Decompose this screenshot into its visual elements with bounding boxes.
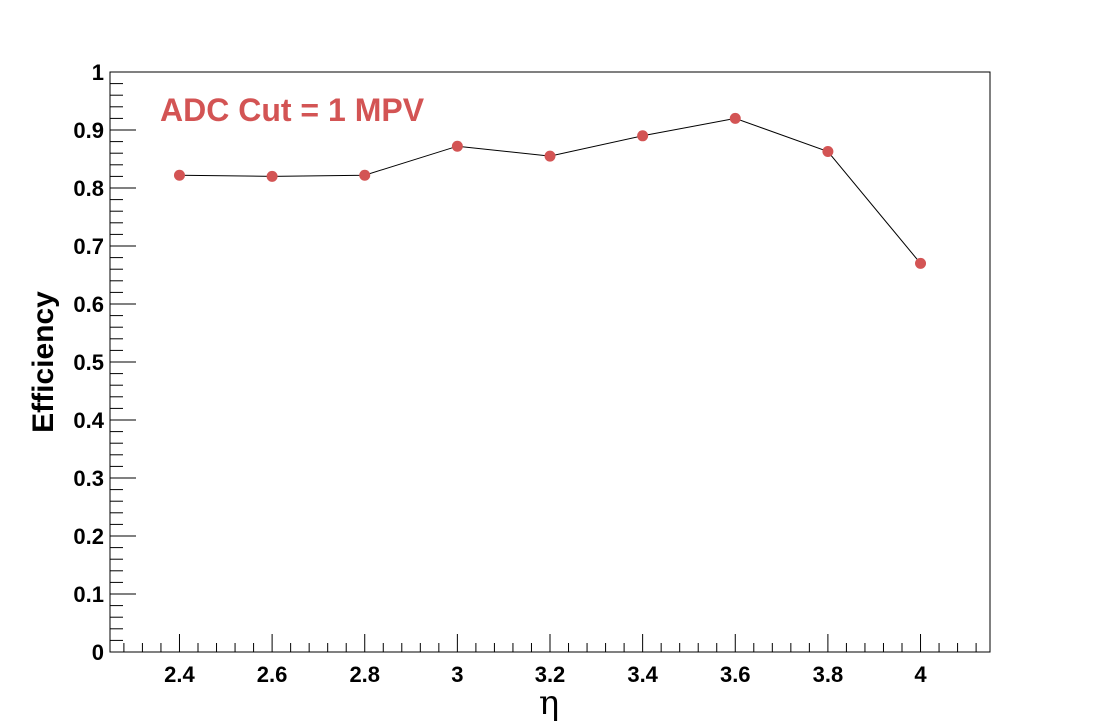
data-point — [544, 150, 556, 162]
x-tick-label: 3 — [451, 662, 463, 687]
y-tick-label: 0.2 — [73, 524, 104, 549]
x-tick-label: 2.4 — [164, 662, 195, 687]
y-tick-label: 0 — [92, 640, 104, 665]
x-axis-tick-labels: 2.4 2.6 2.8 3 3.2 3.4 3.6 3.8 4 — [164, 662, 927, 687]
y-tick-label: 0.4 — [73, 408, 104, 433]
series-line — [179, 117, 921, 264]
adc-cut-annotation: ADC Cut = 1 MPV — [160, 92, 425, 128]
data-point — [637, 130, 649, 142]
data-point — [729, 112, 741, 124]
data-point — [359, 169, 371, 181]
y-axis-title: Efficiency — [27, 291, 60, 433]
y-tick-label: 0.5 — [73, 350, 104, 375]
y-tick-label: 0.9 — [73, 118, 104, 143]
data-point — [915, 257, 927, 269]
x-axis-ticks — [123, 634, 977, 652]
y-tick-label: 1 — [92, 60, 104, 85]
x-tick-label: 3.4 — [627, 662, 658, 687]
y-tick-label: 0.3 — [73, 466, 104, 491]
data-point — [266, 170, 278, 182]
y-tick-label: 0.7 — [73, 234, 104, 259]
x-tick-label: 4 — [914, 662, 927, 687]
data-point — [173, 169, 185, 181]
x-tick-label: 3.8 — [813, 662, 844, 687]
data-point — [451, 140, 463, 152]
x-tick-label: 2.6 — [257, 662, 288, 687]
data-point — [822, 145, 834, 157]
x-tick-label: 2.8 — [349, 662, 380, 687]
y-axis-ticks — [110, 71, 136, 653]
x-tick-label: 3.6 — [720, 662, 751, 687]
y-tick-label: 0.8 — [73, 176, 104, 201]
x-tick-label: 3.2 — [535, 662, 566, 687]
data-points — [173, 112, 927, 269]
y-tick-label: 0.1 — [73, 582, 104, 607]
x-axis-title: η — [539, 683, 559, 723]
y-tick-label: 0.6 — [73, 292, 104, 317]
y-axis-tick-labels: 0 0.1 0.2 0.3 0.4 0.5 0.6 0.7 0.8 0.9 1 — [73, 60, 104, 665]
